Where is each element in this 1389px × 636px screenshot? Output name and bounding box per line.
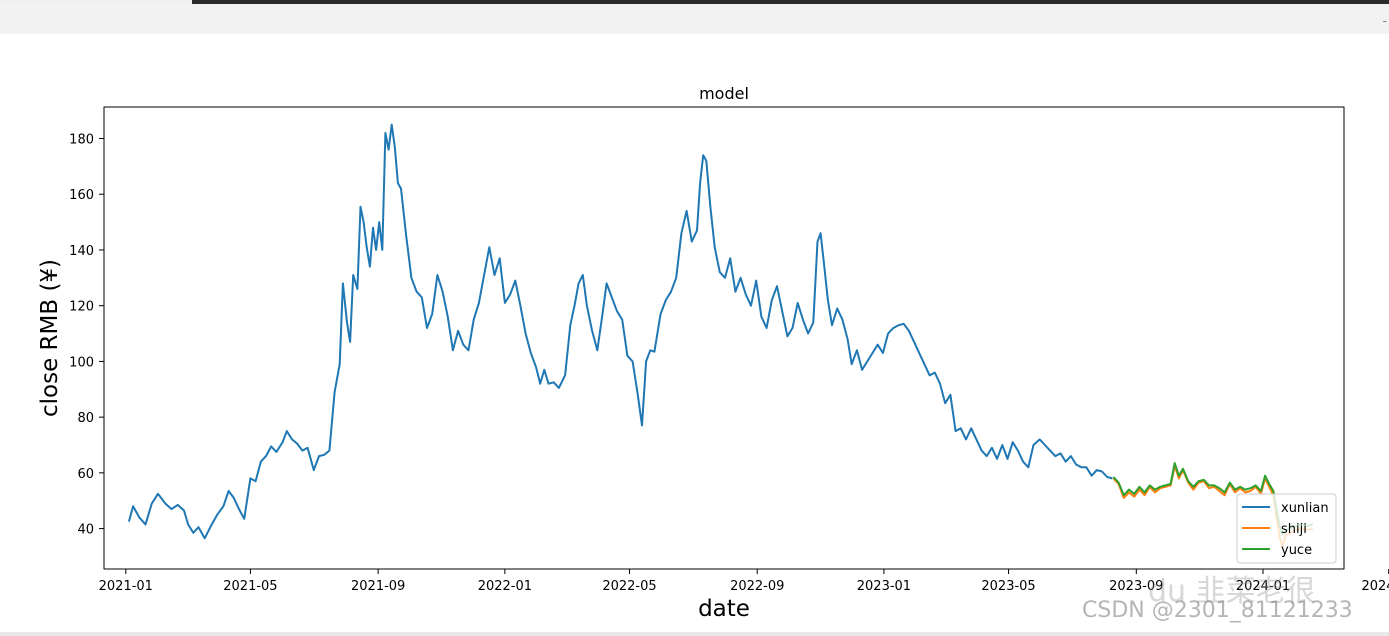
- chart-title: model: [699, 84, 749, 103]
- x-tick-label: 2024-05: [1361, 579, 1389, 594]
- y-tick-label: 180: [69, 132, 94, 147]
- x-tick-label: 2023-01: [857, 579, 911, 594]
- legend-label-yuce: yuce: [1281, 543, 1312, 558]
- legend-label-shiji: shiji: [1281, 522, 1307, 537]
- active-tab-indicator: [0, 0, 192, 4]
- x-tick-label: 2021-01: [99, 579, 153, 594]
- y-tick-label: 120: [69, 300, 94, 315]
- x-tick-label: 2024-01: [1236, 579, 1290, 594]
- series-line-xunlian: [127, 123, 1113, 540]
- x-tick-label: 2022-05: [602, 579, 656, 594]
- x-tick-label: 2023-05: [981, 579, 1035, 594]
- x-tick-label: 2022-09: [730, 579, 784, 594]
- y-tick-label: 140: [69, 244, 94, 259]
- x-tick-label: 2022-01: [478, 579, 532, 594]
- x-axis-ticks: 2021-01 2021-05 2021-09 2022-01 2022-05 2022-…: [99, 569, 1389, 594]
- y-axis-label: close RMB (¥): [37, 259, 63, 417]
- x-tick-label: 2023-09: [1109, 579, 1163, 594]
- y-tick-label: 80: [77, 411, 94, 426]
- plot-area: [103, 106, 1345, 570]
- window-top-bar: [0, 0, 1389, 4]
- watermark-cn: du 韭菜老很: [1148, 574, 1316, 609]
- legend: xunlian shiji yuce: [1236, 493, 1337, 564]
- y-tick-label: 40: [77, 523, 94, 538]
- x-axis-label: date: [698, 596, 750, 622]
- watermark: CSDN @2301_81121233: [1082, 598, 1353, 623]
- legend-label-xunlian: xunlian: [1281, 501, 1329, 516]
- y-tick-label: 160: [69, 188, 94, 203]
- y-tick-label: 60: [77, 467, 94, 482]
- minimize-dash[interactable]: -: [1382, 14, 1387, 28]
- bottom-strip: [0, 632, 1389, 636]
- legend-box: [1236, 493, 1337, 564]
- x-tick-label: 2021-09: [351, 579, 405, 594]
- toolbar-strip: -: [0, 4, 1389, 34]
- x-tick-label: 2021-05: [223, 579, 277, 594]
- y-tick-label: 100: [69, 355, 94, 370]
- y-axis-ticks: 40 60 80 100 120 140 160 180: [69, 132, 104, 538]
